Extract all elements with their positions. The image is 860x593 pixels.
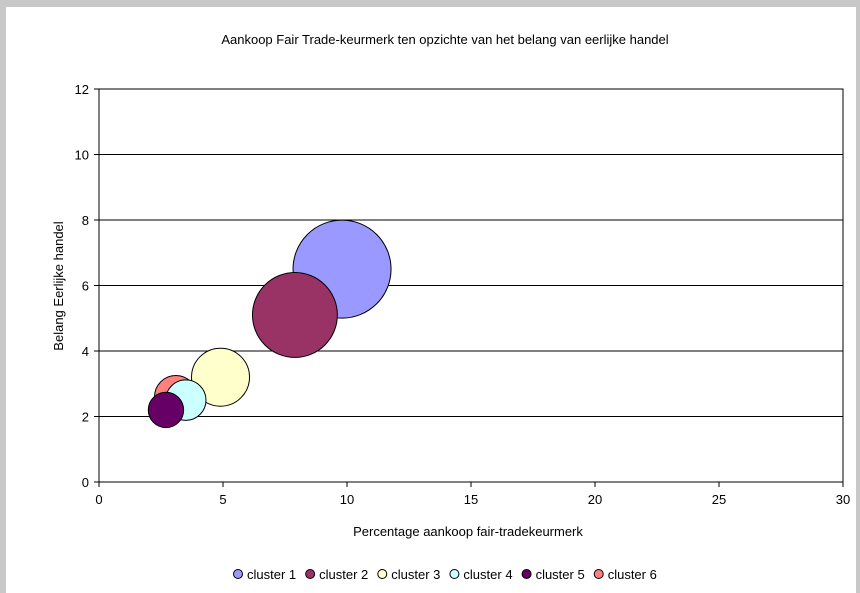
- axes: 0 2 4 6 8 10 12 0 5 10 15 20 25 30: [75, 82, 851, 507]
- bubble-chart: Aankoop Fair Trade-keurmerk ten opzichte…: [51, 32, 851, 582]
- bubbles: [147, 219, 392, 429]
- legend-marker-cluster-3: [377, 569, 388, 579]
- legend-marker-cluster-4: [449, 569, 460, 579]
- bubble-cluster-5: [147, 391, 185, 429]
- x-tick-label: 30: [836, 492, 850, 507]
- legend-marker-cluster-5: [521, 569, 532, 579]
- legend-label-cluster-2: cluster 2: [319, 567, 368, 582]
- legend: cluster 1 cluster 2 cluster 3 cluster 4 clus…: [233, 567, 657, 582]
- x-tick-label: 5: [219, 492, 226, 507]
- legend-marker-cluster-1: [233, 569, 243, 579]
- x-axis-label: Percentage aankoop fair-tradekeurmerk: [353, 524, 583, 539]
- x-tick-label: 25: [712, 492, 726, 507]
- y-tick-label: 12: [75, 82, 89, 97]
- x-tick-label: 20: [588, 492, 602, 507]
- y-axis-label: Belang Eerlijke handel: [51, 221, 66, 350]
- legend-label-cluster-6: cluster 6: [608, 567, 657, 582]
- x-tick-label: 15: [464, 492, 478, 507]
- bubble-cluster-3: [191, 347, 251, 407]
- legend-marker-cluster-2: [305, 569, 316, 579]
- x-tick-label: 10: [340, 492, 354, 507]
- legend-label-cluster-3: cluster 3: [391, 567, 440, 582]
- legend-marker-cluster-6: [593, 569, 604, 579]
- legend-label-cluster-4: cluster 4: [463, 567, 512, 582]
- legend-label-cluster-5: cluster 5: [536, 567, 585, 582]
- bubble-cluster-2: [251, 272, 338, 358]
- y-tick-label: 10: [75, 148, 89, 163]
- y-tick-label: 6: [82, 279, 89, 294]
- x-tick-label: 0: [95, 492, 102, 507]
- y-tick-label: 4: [82, 344, 89, 359]
- chart-title: Aankoop Fair Trade-keurmerk ten opzichte…: [221, 32, 668, 47]
- y-tick-label: 0: [82, 475, 89, 490]
- y-tick-label: 8: [82, 213, 89, 228]
- legend-label-cluster-1: cluster 1: [247, 567, 296, 582]
- y-tick-label: 2: [82, 410, 89, 425]
